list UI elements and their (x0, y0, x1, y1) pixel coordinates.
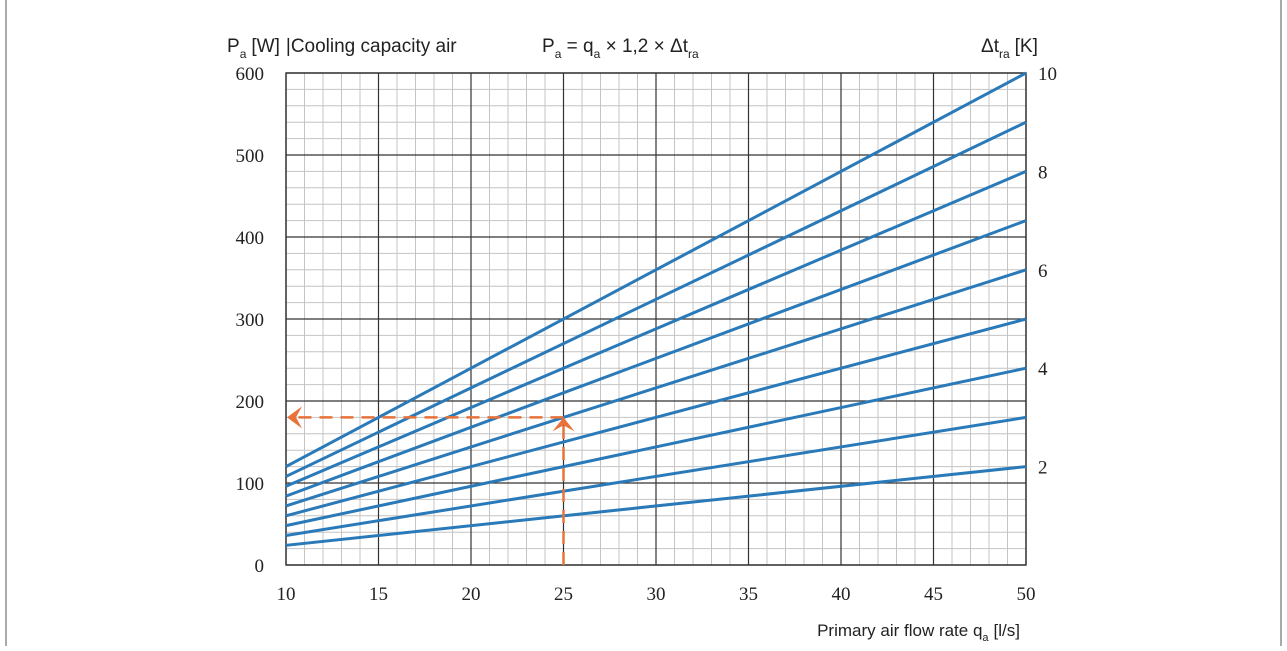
x-axis-unit: [l/s] (994, 621, 1020, 640)
right-tick-label: 4 (1038, 359, 1048, 380)
example-lines (287, 406, 575, 565)
x-axis-text: Primary air flow rate q (817, 621, 982, 640)
formula-p-sub: a (555, 47, 562, 61)
series-line-dt-10 (285, 71, 1027, 468)
formula-rest: × 1,2 × Δt (600, 36, 688, 57)
x-tick-label: 50 (1017, 584, 1036, 605)
y-tick-label: 100 (236, 474, 265, 495)
x-tick-label: 45 (924, 584, 943, 605)
right-axis-unit: [K] (1015, 36, 1038, 57)
formula-eq: = q (561, 36, 593, 57)
x-tick-label: 40 (832, 584, 851, 605)
formula-t-sub: ra (688, 47, 699, 61)
y-tick-label: 600 (236, 64, 265, 85)
series-line-dt-6 (285, 268, 1027, 508)
formula-p: P (542, 36, 555, 57)
y-tick-label: 0 (255, 556, 265, 577)
y-tick-label: 400 (236, 228, 265, 249)
series-line-dt-8 (285, 170, 1027, 488)
series-line-dt-4 (285, 366, 1027, 528)
series-line-dt-2 (285, 465, 1027, 547)
series-line-dt-5 (285, 317, 1027, 518)
formula-q-sub: a (594, 47, 601, 61)
series-line-dt-3 (285, 415, 1027, 537)
example-arrow-up (552, 417, 575, 432)
x-tick-label: 20 (462, 584, 481, 605)
right-tick-label: 10 (1038, 64, 1057, 85)
y-tick-label: 300 (236, 310, 265, 331)
y-axis-symbol-sub: a (240, 47, 247, 61)
x-tick-label: 30 (647, 584, 666, 605)
example-arrow-left (287, 406, 302, 429)
y-axis-symbol: P (227, 36, 240, 57)
y-axis-description: Cooling capacity air (291, 36, 457, 57)
right-axis-symbol: Δt (981, 36, 1000, 57)
right-axis-title: Δtra [K] (981, 36, 1038, 61)
right-axis-symbol-sub: ra (999, 47, 1010, 61)
x-axis-sub: a (982, 632, 989, 644)
right-tick-label: 8 (1038, 162, 1048, 183)
formula: Pa = qa × 1,2 × Δtra (542, 36, 699, 61)
x-axis-title: Primary air flow rate qa [l/s] (817, 621, 1020, 644)
x-tick-label: 25 (554, 584, 573, 605)
right-tick-label: 6 (1038, 261, 1048, 282)
right-tick-label: 2 (1038, 458, 1048, 479)
y-axis-title: Pa [W] |Cooling capacity air (227, 36, 457, 61)
y-axis-unit: [W] (251, 36, 280, 57)
x-tick-label: 15 (369, 584, 388, 605)
y-tick-label: 200 (236, 392, 265, 413)
x-tick-label: 10 (277, 584, 296, 605)
series-line-dt-7 (285, 219, 1027, 498)
x-tick-label: 35 (739, 584, 758, 605)
y-tick-label: 500 (236, 146, 265, 167)
series-lines (285, 71, 1027, 547)
y-axis-separator: | (286, 36, 291, 57)
